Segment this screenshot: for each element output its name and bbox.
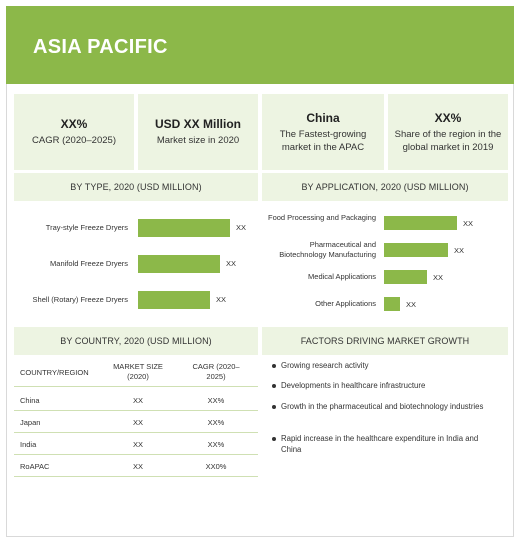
app-label-other: Other Applications — [315, 299, 376, 308]
kpi-label: Share of the region in the global market… — [394, 128, 502, 153]
factor-item: Developments in healthcare infrastructur… — [281, 381, 426, 390]
by-application-header: BY APPLICATION, 2020 (USD MILLION) — [262, 173, 508, 201]
infographic-frame — [6, 6, 514, 537]
kpi-value: China — [306, 110, 340, 125]
row-china-size: XX — [132, 396, 143, 405]
row-japan-cagr: XX% — [207, 418, 225, 427]
kpi-value: USD XX Million — [154, 117, 241, 131]
row-india-cagr: XX% — [207, 440, 225, 449]
row-roapac-cagr: XX0% — [205, 462, 227, 471]
table-rule — [14, 432, 258, 433]
kpi-label: CAGR (2020–2025) — [32, 135, 116, 146]
app-label-medical: Medical Applications — [308, 272, 376, 281]
by-type-header: BY TYPE, 2020 (USD MILLION) — [14, 173, 258, 201]
bullet-icon — [272, 437, 276, 441]
kpi-fastest-market: China The Fastest-growing market in the … — [262, 94, 384, 170]
bullet-icon — [272, 405, 276, 409]
app-bar-food — [384, 216, 457, 230]
kpi-value: XX% — [434, 110, 462, 125]
row-japan-size: XX — [132, 418, 143, 427]
row-roapac-size: XX — [132, 462, 143, 471]
type-value-shell: XX — [216, 295, 227, 304]
kpi-cagr: XX% CAGR (2020–2025) — [14, 94, 134, 170]
app-label-pharma: Pharmaceutical and Biotechnology Manufac… — [279, 240, 376, 259]
type-bar-tray — [138, 219, 230, 237]
row-china-country: China — [20, 396, 40, 405]
col-header-country: COUNTRY/REGION — [20, 368, 89, 377]
region-title: ASIA PACIFIC — [33, 36, 168, 58]
table-rule — [14, 476, 258, 477]
kpi-market-size: USD XX Million Market size in 2020 — [138, 94, 258, 170]
app-value-pharma: XX — [454, 246, 465, 255]
type-value-manifold: XX — [226, 259, 237, 268]
type-label-shell: Shell (Rotary) Freeze Dryers — [32, 295, 128, 304]
kpi-region-share: XX% Share of the region in the global ma… — [388, 94, 508, 170]
table-rule — [14, 386, 258, 387]
row-japan-country: Japan — [20, 418, 41, 427]
type-value-tray: XX — [236, 223, 247, 232]
row-india-size: XX — [132, 440, 143, 449]
app-value-other: XX — [406, 300, 417, 309]
kpi-label: Market size in 2020 — [156, 135, 240, 146]
kpi-label: The Fastest-growing market in the APAC — [279, 128, 367, 153]
type-label-tray: Tray-style Freeze Dryers — [45, 223, 128, 232]
bullet-icon — [272, 364, 276, 368]
factors-header: FACTORS DRIVING MARKET GROWTH — [262, 327, 508, 355]
col-header-cagr: CAGR (2020–2025) — [192, 362, 240, 381]
factor-item: Rapid increase in the healthcare expendi… — [281, 434, 479, 454]
by-country-header: BY COUNTRY, 2020 (USD MILLION) — [14, 327, 258, 355]
app-bar-other — [384, 297, 400, 311]
app-value-food: XX — [463, 219, 474, 228]
region-header: ASIA PACIFIC — [6, 6, 514, 84]
row-china-cagr: XX% — [207, 396, 225, 405]
factor-item: Growth in the pharmaceutical and biotech… — [281, 402, 484, 411]
kpi-value: XX% — [60, 117, 88, 131]
table-rule — [14, 410, 258, 411]
row-roapac-country: RoAPAC — [20, 462, 50, 471]
type-bar-shell — [138, 291, 210, 309]
app-value-medical: XX — [433, 273, 444, 282]
factor-item: Growing research activity — [281, 361, 369, 370]
table-rule — [14, 454, 258, 455]
app-label-food: Food Processing and Packaging — [268, 213, 376, 222]
app-bar-pharma — [384, 243, 448, 257]
app-bar-medical — [384, 270, 427, 284]
col-header-market-size: MARKET SIZE (2020) — [113, 362, 163, 381]
type-bar-manifold — [138, 255, 220, 273]
type-label-manifold: Manifold Freeze Dryers — [50, 259, 128, 268]
row-india-country: India — [20, 440, 37, 449]
bullet-icon — [272, 384, 276, 388]
